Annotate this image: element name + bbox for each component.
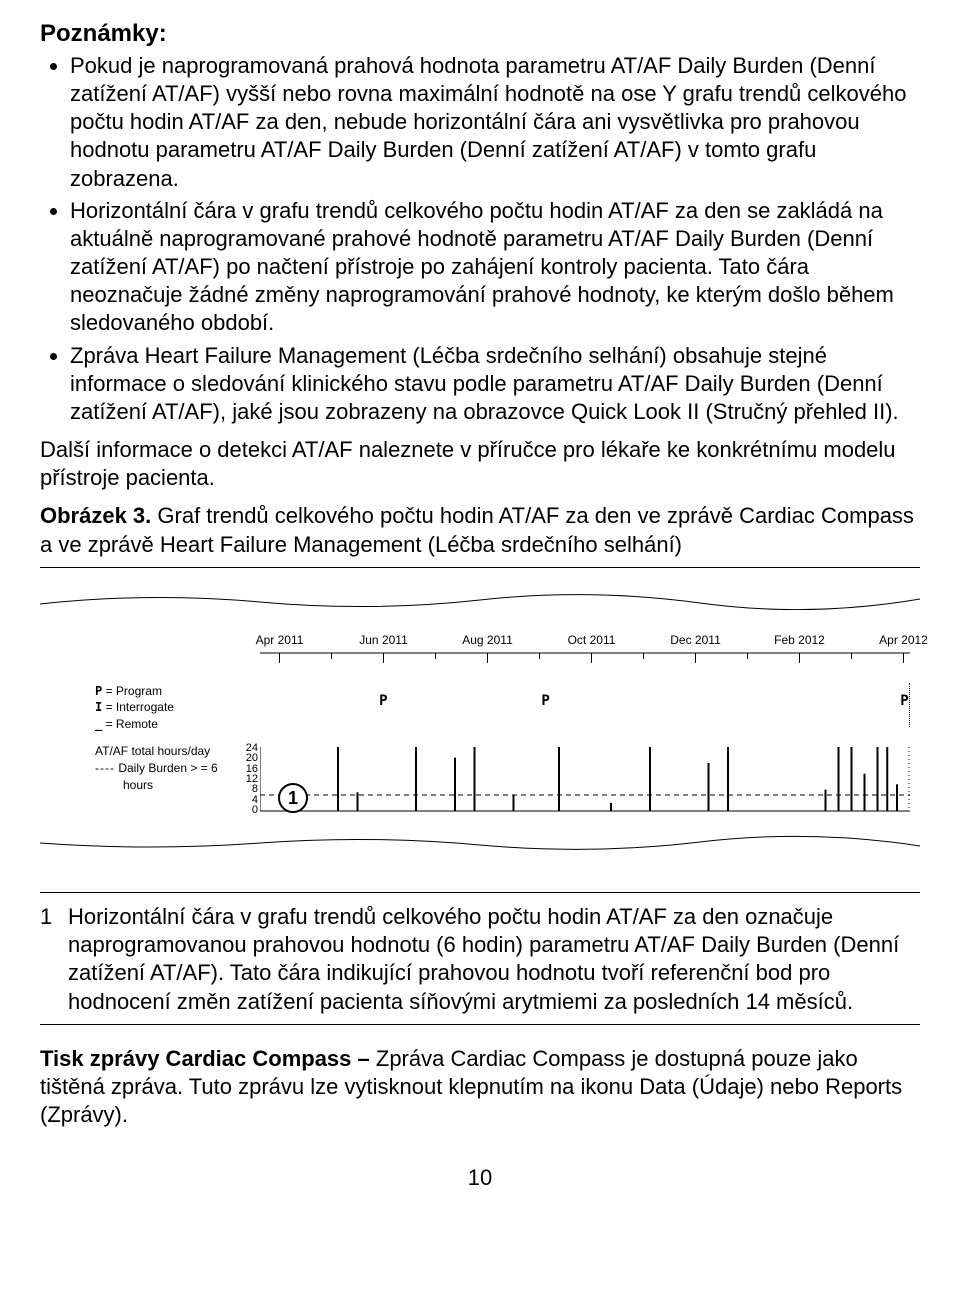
legend-text: = Program [106, 684, 162, 698]
list-item: Pokud je naprogramovaná prahová hodnota … [70, 52, 920, 193]
figure-note-text: Horizontální čára v grafu trendů celkové… [68, 903, 920, 1016]
bar-chart-svg [260, 743, 910, 815]
legend-text: = Remote [106, 717, 158, 731]
x-tick-label: Oct 2011 [568, 633, 616, 647]
print-section: Tisk zprávy Cardiac Compass – Zpráva Car… [40, 1045, 920, 1129]
event-marker: P [900, 693, 908, 709]
dash-icon: ---- [95, 761, 115, 775]
divider [40, 892, 920, 893]
list-item: Horizontální čára v grafu trendů celkové… [70, 197, 920, 338]
event-marker: P [379, 693, 387, 709]
x-tick-label: Aug 2011 [462, 633, 513, 647]
trend-chart: Apr 2011 Jun 2011 Aug 2011 Oct 2011 Dec 2011… [40, 633, 920, 815]
legend-symbol-p: P [95, 684, 102, 698]
bar-legend: AT/AF total hours/day ---- Daily Burden … [40, 743, 230, 793]
event-marker: P [541, 693, 549, 709]
bar-legend-threshold: Daily Burden > = 6 [118, 761, 217, 775]
x-tick-label: Dec 2011 [670, 633, 720, 647]
figure-note-number: 1 [40, 903, 68, 1016]
legend-symbol-i: I [95, 700, 102, 714]
x-tick-label: Apr 2012 [879, 633, 928, 647]
print-section-title: Tisk zprávy Cardiac Compass – [40, 1046, 376, 1071]
list-item: Zpráva Heart Failure Management (Léčba s… [70, 342, 920, 426]
y-tick-label: 0 [252, 805, 258, 816]
page-number: 10 [40, 1165, 920, 1191]
x-tick-label: Apr 2011 [256, 633, 304, 647]
event-track: PPP [260, 683, 910, 727]
bar-chart-area: 1 [260, 743, 910, 815]
callout-marker: 1 [278, 783, 308, 813]
x-axis-ticks [260, 651, 910, 665]
event-legend: P = Program I = Interrogate _ = Remote [40, 683, 260, 733]
x-axis-labels: Apr 2011Jun 2011Aug 2011Oct 2011Dec 2011… [260, 633, 910, 651]
x-tick-label: Feb 2012 [774, 633, 825, 647]
figure-caption-text: Graf trendů celkového počtu hodin AT/AF … [40, 503, 914, 556]
legend-symbol-r: _ [95, 717, 102, 731]
notes-heading: Poznámky: [40, 20, 920, 48]
figure-label: Obrázek 3. [40, 503, 151, 528]
bar-legend-unit: hours [95, 777, 230, 794]
figure-caption: Obrázek 3. Graf trendů celkového počtu h… [40, 502, 920, 558]
figure-note: 1 Horizontální čára v grafu trendů celko… [40, 903, 920, 1016]
notes-list: Pokud je naprogramovaná prahová hodnota … [40, 52, 920, 426]
divider [40, 1024, 920, 1025]
wavy-divider-top [40, 592, 920, 610]
y-axis-ticks: 24201612840 [230, 743, 260, 815]
legend-text: = Interrogate [106, 700, 174, 714]
wavy-divider-bottom [40, 835, 920, 853]
bar-legend-title: AT/AF total hours/day [95, 743, 230, 760]
body-paragraph: Další informace o detekci AT/AF naleznet… [40, 436, 920, 492]
x-tick-label: Jun 2011 [359, 633, 408, 647]
divider [40, 567, 920, 568]
